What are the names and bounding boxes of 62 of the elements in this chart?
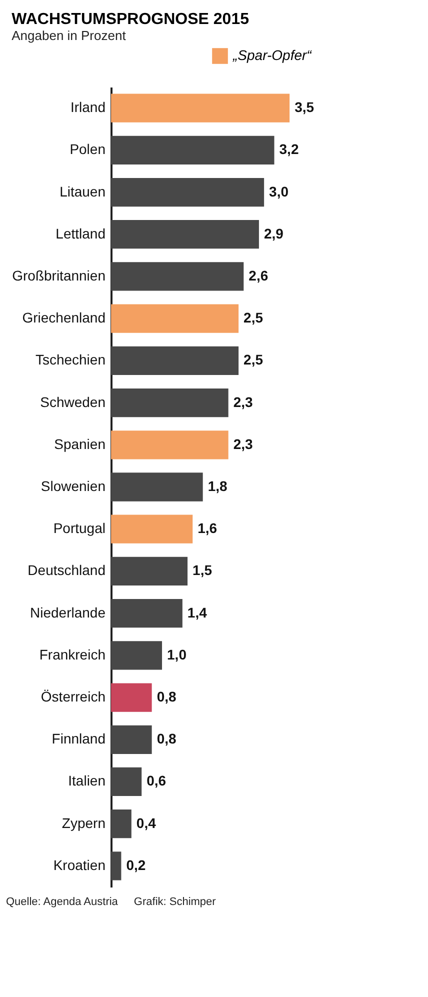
y-tick-label: Finnland [52, 730, 106, 747]
data-label: 2,9 [264, 225, 284, 242]
y-tick-label: Spanien [54, 436, 106, 452]
data-label: 0,4 [136, 814, 156, 831]
data-label: 0,8 [156, 688, 176, 705]
chart-subtitle: Angaben in Prozent [12, 28, 126, 43]
chart-title: WACHSTUMSPROGNOSE 2015 [12, 11, 250, 28]
y-tick-label: Deutschland [28, 562, 106, 578]
y-tick-label: Schweden [40, 394, 106, 410]
bar [111, 346, 239, 375]
y-tick-label: Litauen [60, 183, 106, 200]
bar [111, 556, 188, 586]
y-tick-label: Großbritannien [12, 267, 106, 284]
data-label: 2,6 [248, 267, 268, 284]
bar [111, 599, 182, 628]
bar [111, 852, 122, 880]
bar [111, 178, 264, 207]
bar [111, 136, 274, 164]
bar [111, 810, 132, 838]
y-tick-label: Lettland [56, 225, 106, 242]
bar [111, 262, 244, 291]
y-tick-label: Kroatien [53, 856, 106, 873]
data-label: 2,5 [244, 310, 264, 326]
data-label: 1,6 [198, 520, 218, 536]
y-tick-label: Frankreich [39, 646, 106, 662]
data-label: 1,8 [208, 478, 228, 494]
data-label: 1,0 [167, 646, 187, 662]
data-label: 1,4 [187, 604, 208, 620]
y-tick-label: Niederlande [30, 604, 106, 620]
data-label: 2,3 [233, 394, 254, 410]
y-tick-label: Portugal [53, 520, 106, 536]
bar [111, 220, 259, 249]
y-tick-label: Griechenland [22, 310, 106, 326]
y-tick-label: Tschechien [35, 352, 106, 368]
bar [111, 304, 239, 333]
y-tick-label: Italien [68, 772, 106, 789]
bar [111, 725, 152, 754]
data-label: 3,0 [269, 183, 289, 200]
bar [111, 472, 203, 502]
data-label: 0,8 [156, 730, 176, 747]
text: Grafik: Schimper [134, 896, 216, 908]
bar [111, 94, 290, 122]
y-tick-label: Österreich [40, 688, 106, 705]
data-label: 2,3 [233, 436, 254, 452]
data-label: 3,5 [294, 99, 314, 116]
data-label: 0,2 [126, 856, 146, 873]
source-note: Quelle: Agenda Austria [6, 896, 118, 908]
data-label: 3,2 [279, 141, 299, 158]
bar [111, 388, 228, 418]
bar [111, 767, 142, 796]
y-tick-label: Polen [70, 141, 106, 158]
bar [111, 683, 152, 712]
data-label: 2,5 [244, 352, 264, 368]
legend-label: „Spar-Opfer“ [232, 47, 313, 63]
y-tick-label: Slowenien [40, 478, 106, 494]
data-label: 1,5 [192, 562, 212, 578]
bar [111, 514, 193, 544]
data-label: 0,6 [146, 772, 166, 789]
bar [111, 641, 162, 670]
y-tick-label: Zypern [62, 814, 106, 831]
bar [111, 430, 228, 460]
y-tick-label: Irland [70, 99, 106, 116]
